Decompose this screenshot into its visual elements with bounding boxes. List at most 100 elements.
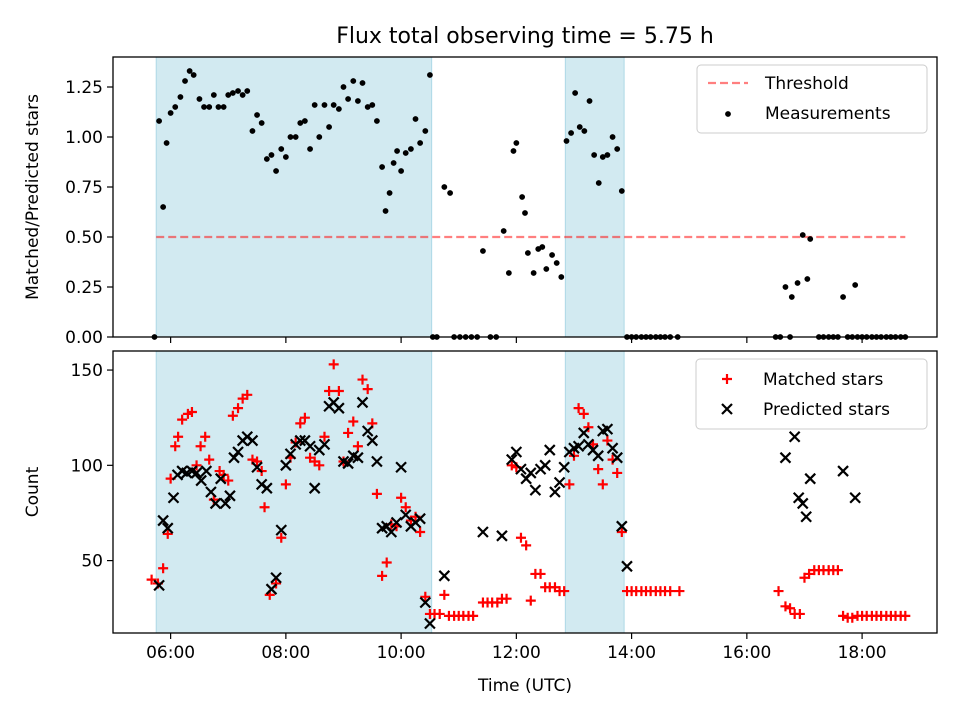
measurement-point — [282, 154, 289, 160]
measurement-point — [235, 88, 241, 94]
matched-star-point — [804, 568, 815, 579]
predicted-star-point — [342, 457, 354, 470]
measurement-point — [239, 92, 246, 98]
matched-star-point — [362, 384, 373, 395]
measurement-point — [210, 92, 217, 98]
measurement-point — [539, 244, 546, 250]
predicted-star-point — [304, 440, 316, 453]
matched-star-point — [280, 479, 291, 490]
predicted-star-point — [308, 482, 321, 494]
measurement-point — [782, 284, 789, 290]
measurement-point — [398, 168, 405, 174]
predicted-star-point — [333, 402, 345, 414]
measurement-point — [447, 190, 453, 196]
count-panel-observing-windows — [155, 350, 625, 634]
predicted-star-points — [153, 396, 861, 630]
predicted-star-point — [294, 434, 307, 447]
x-tick-label: 06:00 — [146, 643, 195, 663]
measurement-point — [568, 130, 574, 136]
measurement-point — [522, 210, 528, 216]
measurement-point — [804, 276, 811, 282]
predicted-star-point — [251, 461, 263, 474]
predicted-star-point — [539, 459, 551, 472]
observing-window-1 — [155, 350, 433, 634]
matched-star-point — [773, 586, 784, 597]
measurement-point — [345, 96, 351, 102]
predicted-star-point — [549, 486, 561, 498]
matched-star-point — [434, 608, 445, 619]
matched-star-point — [780, 601, 791, 612]
ratio-panel-frame — [112, 56, 938, 338]
matched-star-point — [271, 578, 282, 589]
measurement-point — [519, 194, 526, 200]
ratio-panel-x-ticks — [170, 337, 863, 343]
measurement-point — [417, 140, 424, 146]
matched-star-point — [674, 586, 685, 597]
matched-star-point — [343, 427, 354, 438]
measurement-point — [505, 270, 512, 276]
matched-star-point — [186, 406, 197, 417]
count-panel-legend: Matched stars Predicted stars — [695, 358, 928, 430]
matched-star-point — [847, 612, 858, 623]
observing-window-2 — [564, 56, 625, 338]
legend-box — [695, 358, 928, 430]
measurement-point — [258, 120, 265, 126]
matched-star-point — [173, 431, 184, 442]
count-panel-frame — [112, 350, 938, 634]
measurement-point — [156, 118, 162, 124]
predicted-star-point — [419, 596, 432, 609]
matched-star-point — [242, 389, 253, 400]
measurement-point — [553, 260, 560, 266]
matched-star-point — [616, 527, 627, 538]
matched-star-point — [559, 586, 570, 597]
matched-star-point — [259, 502, 270, 513]
matched-star-point — [612, 467, 623, 478]
measurement-point — [412, 116, 419, 122]
predicted-star-point — [214, 472, 227, 485]
predicted-star-point — [621, 560, 633, 573]
measurement-point — [354, 98, 361, 104]
measurement-point — [586, 98, 593, 104]
predicted-star-point — [577, 427, 590, 439]
measurement-point — [268, 152, 275, 158]
measurement-point — [500, 228, 507, 234]
measurement-point — [408, 146, 414, 152]
measurement-point — [177, 94, 184, 100]
matched-star-point — [324, 386, 335, 397]
measurement-point — [225, 92, 232, 98]
count-panel-x-ticks: 06:00 08:00 10:00 12:00 14:00 16:00 18:00 — [146, 633, 887, 663]
predicted-star-point — [529, 484, 542, 496]
measurement-point — [609, 134, 616, 140]
predicted-star-point — [606, 442, 619, 454]
matched-star-point — [900, 610, 911, 621]
predicted-star-point — [270, 571, 282, 584]
matched-star-point — [191, 460, 202, 471]
measurement-point — [788, 294, 795, 300]
predicted-star-point — [510, 446, 523, 458]
matched-star-point — [314, 460, 325, 471]
measurement-point — [287, 134, 294, 140]
measurement-point — [543, 266, 550, 272]
measurement-point — [576, 124, 583, 130]
legend-box — [696, 64, 928, 134]
ratio-panel-legend: Threshold Measurements — [696, 64, 928, 134]
measurement-point — [364, 104, 371, 110]
predicted-star-point — [837, 465, 849, 477]
predicted-star-point — [792, 491, 805, 504]
measurement-point — [206, 104, 213, 110]
measurement-point — [599, 154, 606, 160]
matched-star-point — [319, 431, 330, 442]
measurement-point — [604, 152, 611, 158]
matched-star-point — [158, 563, 169, 574]
legend-label-measurements: Measurements — [765, 104, 891, 124]
predicted-star-point — [275, 524, 288, 536]
measurement-point — [229, 90, 236, 96]
measurement-point — [581, 128, 588, 134]
matched-star-point — [276, 532, 287, 543]
measurement-point — [422, 128, 429, 134]
matched-star-point — [838, 610, 849, 621]
measurement-point — [618, 188, 625, 194]
predicted-star-point — [553, 476, 566, 489]
measurement-point — [807, 236, 814, 242]
